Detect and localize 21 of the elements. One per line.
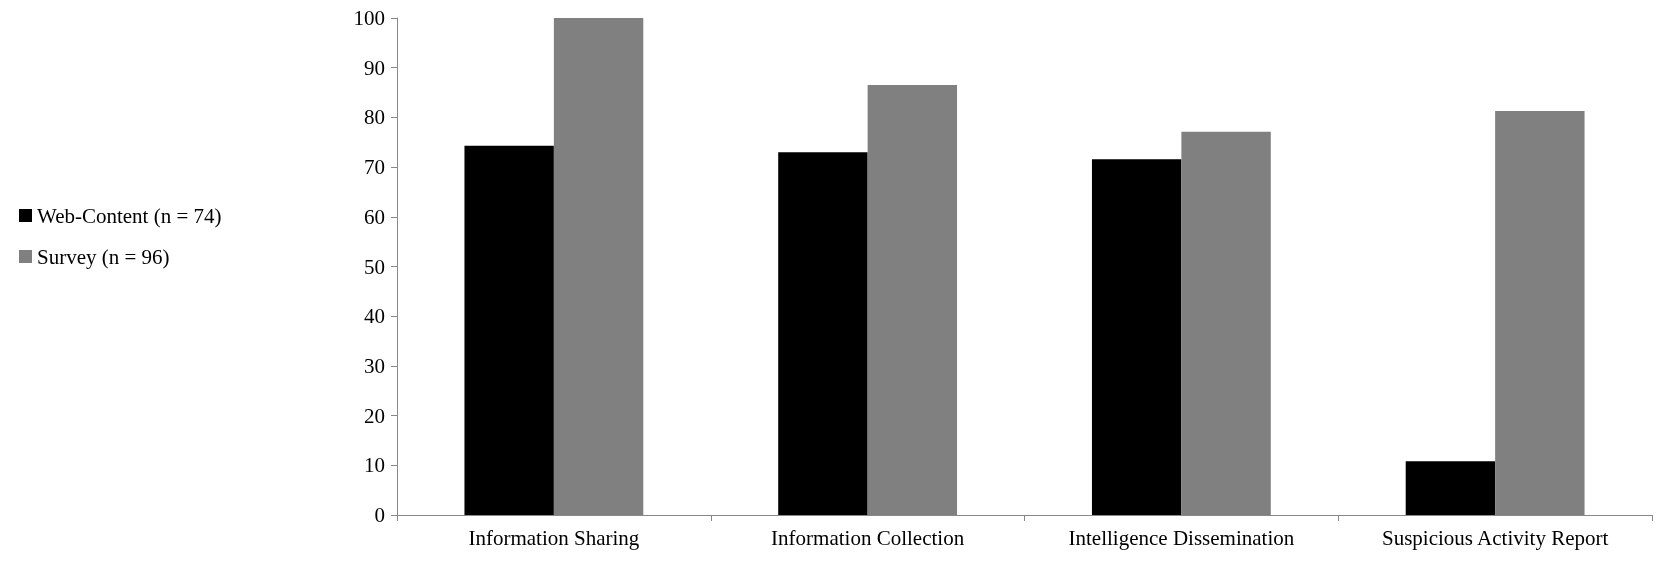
y-tick-label: 10 [364, 453, 385, 478]
bar [1091, 159, 1182, 515]
x-tick-label: Intelligence Dissemination [1068, 525, 1295, 550]
x-tick-label: Suspicious Activity Report [1381, 525, 1609, 550]
y-tick-label: 90 [364, 55, 385, 80]
bar [778, 152, 868, 515]
y-tick-label: 30 [364, 353, 385, 378]
y-tick-label: 20 [364, 403, 385, 428]
y-tick-label: 40 [364, 304, 385, 329]
legend-label: Web-Content (n = 74) [37, 203, 222, 228]
y-tick-label: 80 [364, 105, 385, 130]
bar [1405, 461, 1496, 515]
x-tick-label: Information Sharing [468, 525, 640, 550]
y-tick-label: 50 [364, 254, 385, 279]
y-tick-label: 70 [364, 155, 385, 180]
y-tick-label: 0 [374, 503, 385, 527]
x-tick-label: Information Collection [771, 525, 965, 550]
y-tick-label: 100 [353, 6, 385, 30]
legend-label: Survey (n = 96) [37, 244, 170, 269]
bar [464, 145, 554, 515]
y-tick-label: 60 [364, 204, 385, 229]
